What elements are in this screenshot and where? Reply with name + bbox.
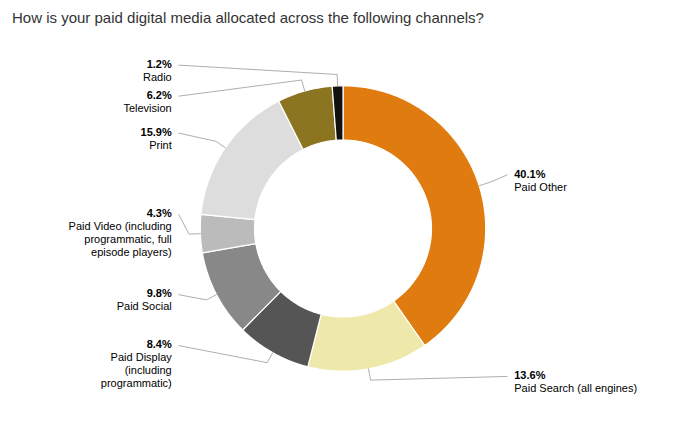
- svg-text:15.9%: 15.9%: [141, 126, 172, 138]
- svg-text:Paid Video (includingprogramma: Paid Video (includingprogrammatic, fulle…: [69, 220, 172, 258]
- svg-text:13.6%: 13.6%: [514, 369, 545, 381]
- svg-text:9.8%: 9.8%: [147, 287, 172, 299]
- svg-text:Paid Search (all engines): Paid Search (all engines): [514, 382, 637, 394]
- svg-text:Print: Print: [149, 139, 172, 151]
- svg-text:40.1%: 40.1%: [514, 168, 545, 180]
- svg-text:4.3%: 4.3%: [147, 207, 172, 219]
- svg-text:6.2%: 6.2%: [147, 89, 172, 101]
- svg-text:Radio: Radio: [143, 71, 172, 83]
- svg-text:1.2%: 1.2%: [147, 58, 172, 70]
- svg-text:Paid Display(includingprogramm: Paid Display(includingprogrammatic): [101, 351, 172, 389]
- svg-text:Television: Television: [123, 102, 171, 114]
- svg-text:8.4%: 8.4%: [147, 338, 172, 350]
- svg-text:Paid Other: Paid Other: [514, 181, 567, 193]
- html-text:How is your paid digital media: How is your paid digital media allocated…: [12, 9, 484, 26]
- svg-text:Paid Social: Paid Social: [117, 300, 172, 312]
